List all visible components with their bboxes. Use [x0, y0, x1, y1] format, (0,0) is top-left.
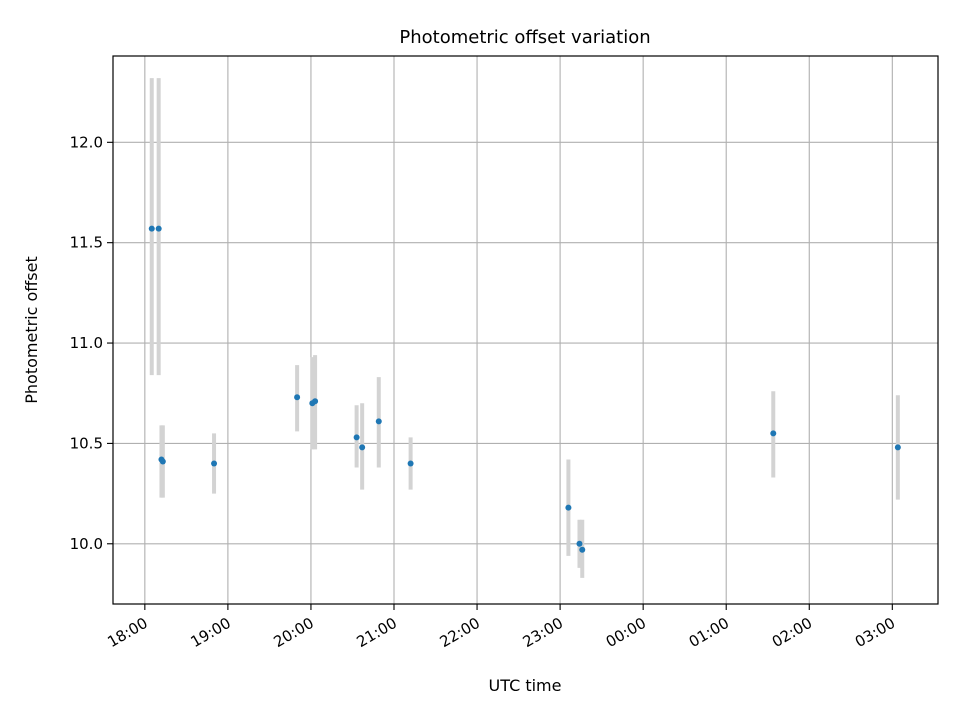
data-point	[211, 460, 218, 467]
data-point	[312, 398, 319, 405]
data-point	[353, 434, 360, 441]
data-point	[576, 540, 583, 547]
data-point	[159, 458, 166, 465]
x-axis-label: UTC time	[489, 676, 562, 695]
data-point	[155, 225, 162, 232]
data-point	[565, 504, 572, 511]
data-point	[894, 444, 901, 451]
data-point	[579, 546, 586, 553]
data-point	[148, 225, 155, 232]
y-axis-label: Photometric offset	[22, 256, 41, 404]
y-tick-label: 10.0	[70, 535, 103, 553]
grid	[113, 56, 938, 604]
data-point	[375, 418, 382, 425]
plot-frame	[112, 55, 939, 605]
y-axis-ticks: 10.0 10.5 11.0 11.5 12.0	[70, 133, 113, 553]
y-tick-label: 12.0	[70, 133, 103, 151]
y-tick-label: 10.5	[70, 434, 103, 452]
data-point	[294, 394, 301, 401]
data-point	[770, 430, 777, 437]
data-point	[359, 444, 366, 451]
y-tick-label: 11.5	[70, 234, 103, 252]
y-tick-label: 11.0	[70, 334, 103, 352]
data-points	[148, 225, 901, 553]
chart-title: Photometric offset variation	[399, 27, 650, 48]
data-point	[407, 460, 414, 467]
